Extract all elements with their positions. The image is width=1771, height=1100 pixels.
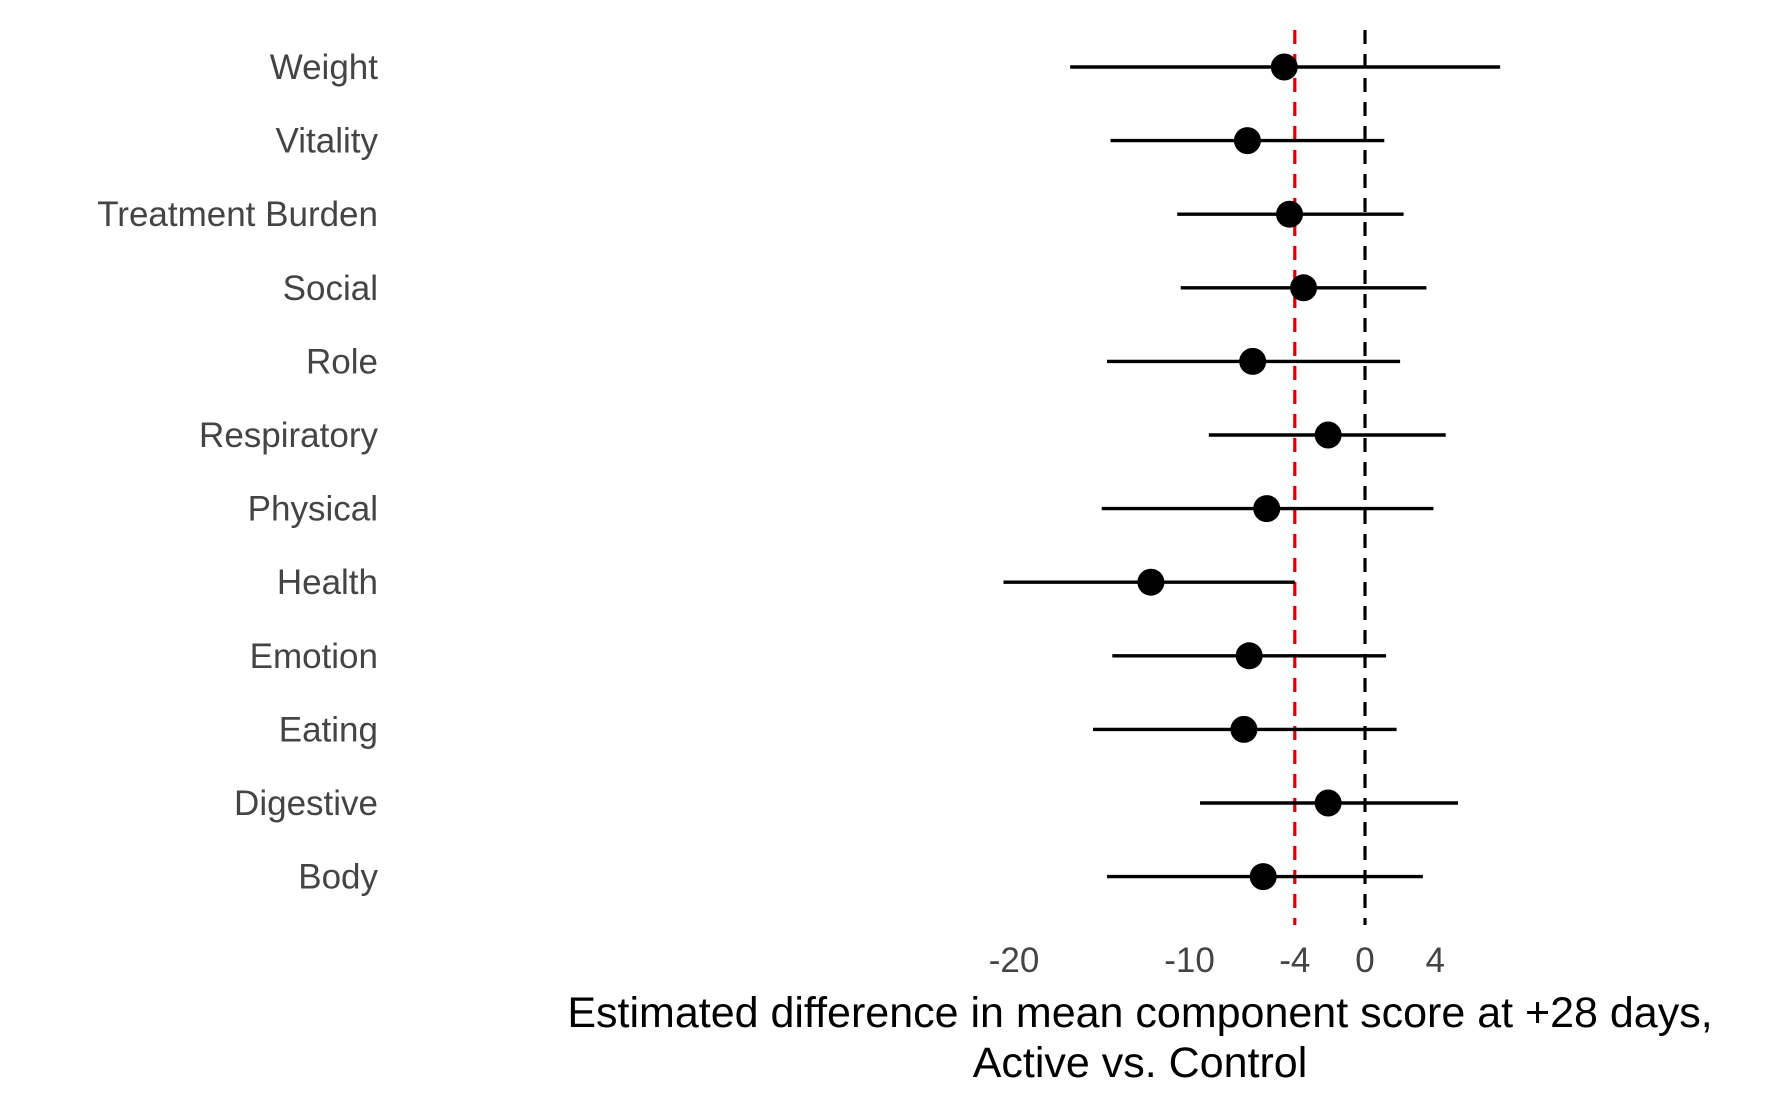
category-label-body: Body <box>298 858 378 897</box>
estimate-points <box>1137 53 1342 891</box>
category-label-digestive: Digestive <box>234 784 378 823</box>
category-labels: Weight Vitality Treatment Burden Social Role… <box>97 48 378 897</box>
category-label-emotion: Emotion <box>250 637 378 676</box>
point-eating <box>1230 715 1258 743</box>
x-tick-label-2: -4 <box>1279 941 1310 980</box>
x-axis-ticks: -20 -10 -4 0 4 <box>989 941 1445 980</box>
category-label-health: Health <box>277 563 378 602</box>
x-tick-label-1: -10 <box>1164 941 1215 980</box>
point-health <box>1137 568 1165 596</box>
point-emotion <box>1235 642 1263 670</box>
category-label-role: Role <box>306 342 378 381</box>
x-tick-label-0: -20 <box>989 941 1040 980</box>
point-weight <box>1270 53 1298 81</box>
category-label-social: Social <box>283 269 378 308</box>
confidence-intervals <box>1003 65 1501 879</box>
point-physical <box>1253 495 1281 523</box>
reference-lines <box>1293 30 1367 925</box>
category-label-eating: Eating <box>279 710 378 749</box>
point-respiratory <box>1314 421 1342 449</box>
category-label-weight: Weight <box>270 48 379 87</box>
x-tick-label-3: 0 <box>1355 941 1374 980</box>
x-axis-title-line2: Active vs. Control <box>973 1039 1308 1087</box>
category-label-treatment-burden: Treatment Burden <box>97 195 378 234</box>
point-vitality <box>1233 127 1261 155</box>
point-treatment-burden <box>1276 200 1304 228</box>
category-label-respiratory: Respiratory <box>199 416 378 455</box>
x-axis-title-line1: Estimated difference in mean component s… <box>567 989 1712 1037</box>
category-label-physical: Physical <box>248 490 378 529</box>
point-role <box>1239 347 1267 375</box>
x-tick-label-4: 4 <box>1425 941 1444 980</box>
point-social <box>1290 274 1318 302</box>
category-label-vitality: Vitality <box>276 122 379 161</box>
point-body <box>1249 863 1277 891</box>
point-digestive <box>1314 789 1342 817</box>
